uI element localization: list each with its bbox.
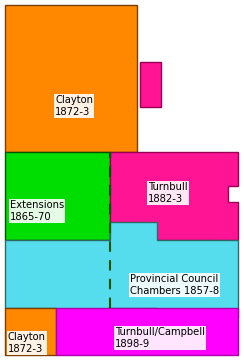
Polygon shape xyxy=(110,152,238,240)
Text: Extensions
1865-70: Extensions 1865-70 xyxy=(10,200,64,222)
Text: Turnbull/Campbell
1898-9: Turnbull/Campbell 1898-9 xyxy=(115,327,205,349)
Polygon shape xyxy=(5,222,238,318)
Text: Clayton
1872-3: Clayton 1872-3 xyxy=(8,332,46,354)
Text: Provincial Council
Chambers 1857-8: Provincial Council Chambers 1857-8 xyxy=(130,274,219,296)
Polygon shape xyxy=(140,62,161,107)
Polygon shape xyxy=(56,308,238,355)
Polygon shape xyxy=(5,152,110,240)
Text: Turnbull
1882-3: Turnbull 1882-3 xyxy=(148,182,188,204)
Text: Clayton
1872-3: Clayton 1872-3 xyxy=(55,95,93,117)
Polygon shape xyxy=(5,5,137,152)
Polygon shape xyxy=(5,308,56,355)
